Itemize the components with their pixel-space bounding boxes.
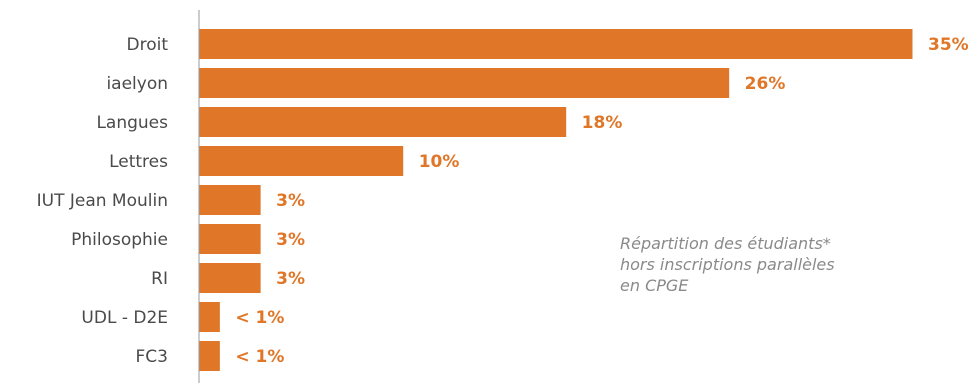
category-label: Droit bbox=[127, 35, 169, 55]
value-label: 10% bbox=[419, 152, 460, 172]
value-label: 35% bbox=[928, 35, 969, 55]
bar bbox=[199, 29, 913, 59]
category-label: RI bbox=[151, 269, 168, 289]
category-label: FC3 bbox=[136, 347, 168, 367]
value-label: 3% bbox=[276, 269, 305, 289]
bar bbox=[199, 107, 567, 137]
bar bbox=[199, 185, 261, 215]
bar bbox=[199, 263, 261, 293]
bar bbox=[199, 302, 220, 332]
annotation-line-3: en CPGE bbox=[620, 276, 689, 295]
category-label: Langues bbox=[96, 113, 168, 133]
category-label: Lettres bbox=[109, 152, 168, 172]
bar bbox=[199, 68, 730, 98]
bar bbox=[199, 146, 404, 176]
category-label: Philosophie bbox=[71, 230, 168, 250]
category-label: IUT Jean Moulin bbox=[37, 191, 168, 211]
category-label: iaelyon bbox=[106, 74, 168, 94]
bar bbox=[199, 341, 220, 371]
value-label: 3% bbox=[276, 230, 305, 250]
bars-group: Droit 35% iaelyon 26% Langues 18% Lettres 10% IU… bbox=[37, 29, 969, 371]
value-label: 18% bbox=[582, 113, 623, 133]
category-label: UDL - D2E bbox=[81, 308, 168, 328]
bar bbox=[199, 224, 261, 254]
annotation-line-2: hors inscriptions parallèles bbox=[620, 255, 835, 274]
value-label: 3% bbox=[276, 191, 305, 211]
value-label: 26% bbox=[745, 74, 786, 94]
value-label: < 1% bbox=[235, 308, 284, 328]
value-label: < 1% bbox=[235, 347, 284, 367]
annotation-line-1: Répartition des étudiants* bbox=[620, 234, 831, 253]
chart-annotation: Répartition des étudiants* hors inscript… bbox=[620, 233, 920, 296]
